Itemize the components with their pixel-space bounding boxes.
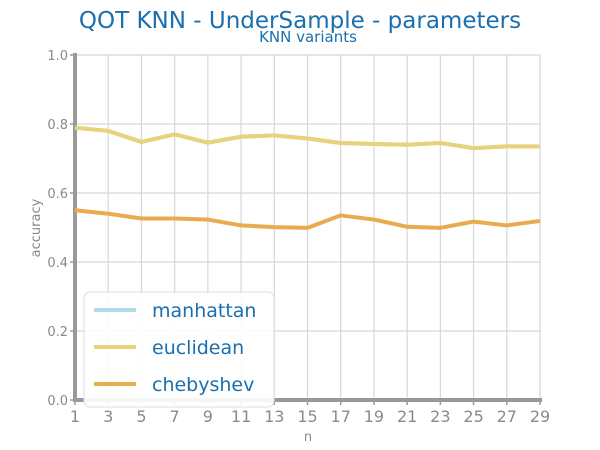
x-tick-label: 9 [203, 407, 213, 426]
y-axis-label: accuracy [29, 198, 44, 257]
legend-label-manhattan: manhattan [152, 300, 256, 322]
x-tick-label: 23 [430, 407, 450, 426]
legend-box [83, 291, 275, 408]
y-tick-label: 0.0 [47, 394, 68, 409]
x-tick-label: 11 [231, 407, 251, 426]
x-tick-label: 17 [331, 407, 351, 426]
chart-title: QOT KNN - UnderSample - parameters [79, 8, 521, 34]
x-tick-label: 25 [463, 407, 483, 426]
y-tick-label: 0.8 [47, 118, 68, 133]
x-tick-label: 3 [103, 407, 113, 426]
x-tick-label: 19 [364, 407, 384, 426]
y-tick-label: 0.2 [47, 325, 68, 340]
y-ticks: 0.0 0.2 0.4 0.6 0.8 1.0 [47, 49, 75, 409]
y-tick-label: 0.4 [47, 256, 68, 271]
x-tick-label: 29 [530, 407, 550, 426]
x-tick-label: 21 [397, 407, 417, 426]
x-tick-label: 7 [170, 407, 180, 426]
x-tick-label: 5 [136, 407, 146, 426]
y-tick-label: 1.0 [47, 49, 68, 64]
legend-label-chebyshev: chebyshev [152, 374, 254, 396]
series-line-euclidean [74, 125, 540, 151]
y-tick-label: 0.6 [47, 187, 68, 202]
x-ticks: 1 3 5 7 9 11 13 15 17 19 21 23 25 27 29 [70, 400, 550, 426]
x-tick-label: 1 [70, 407, 80, 426]
x-tick-label: 15 [297, 407, 317, 426]
series-lines [74, 125, 541, 230]
legend: manhattan euclidean chebyshev [83, 291, 275, 408]
chart-subtitle: KNN variants [259, 28, 357, 46]
x-axis-label: n [304, 430, 312, 445]
legend-label-euclidean: euclidean [152, 337, 244, 359]
x-tick-label: 27 [497, 407, 517, 426]
x-tick-label: 13 [264, 407, 284, 426]
series-line-chebyshev [74, 208, 541, 230]
